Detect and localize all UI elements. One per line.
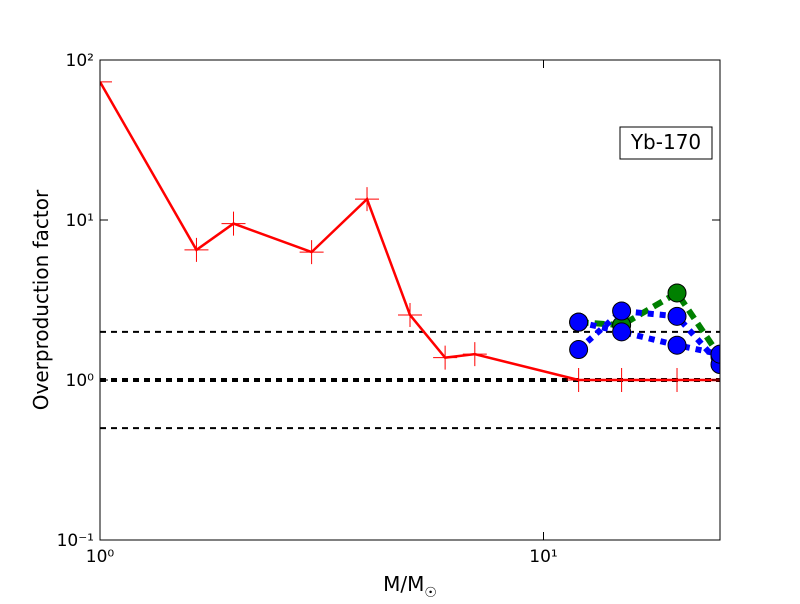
marker — [667, 335, 687, 355]
annotation-box — [619, 126, 713, 160]
marker — [667, 283, 687, 303]
marker — [566, 368, 591, 392]
marker — [100, 69, 112, 94]
y-tick-label: 10¹ — [66, 211, 94, 231]
axes-frame — [99, 59, 721, 541]
x-tick-label: 10¹ — [529, 547, 557, 567]
marker — [612, 322, 632, 342]
marker — [398, 302, 422, 327]
x-label-main: M/M — [383, 572, 424, 596]
marker — [609, 368, 634, 392]
y-tick-label: 10² — [66, 51, 94, 71]
marker — [221, 211, 246, 236]
series-line — [578, 288, 720, 359]
series-line — [576, 307, 720, 367]
marker — [612, 301, 632, 321]
marker — [665, 368, 690, 392]
marker — [569, 312, 589, 332]
marker — [299, 240, 324, 265]
series-line — [577, 319, 720, 358]
marker — [569, 340, 589, 360]
plot-area — [100, 69, 720, 430]
marker — [433, 345, 458, 370]
y-tick-label: 10⁻¹ — [57, 531, 94, 551]
marker — [184, 237, 209, 262]
x-tick-label: 10⁰ — [86, 547, 115, 567]
x-axis-label: M/M☉ — [383, 572, 437, 600]
y-axis-label: Overproduction factor — [29, 189, 53, 410]
marker — [710, 344, 720, 364]
marker — [355, 187, 380, 212]
marker — [462, 342, 487, 367]
y-tick-label: 10⁰ — [66, 371, 95, 391]
annotation: Yb-170 — [630, 130, 701, 154]
marker — [667, 306, 687, 326]
x-label-sub: ☉ — [424, 585, 437, 600]
